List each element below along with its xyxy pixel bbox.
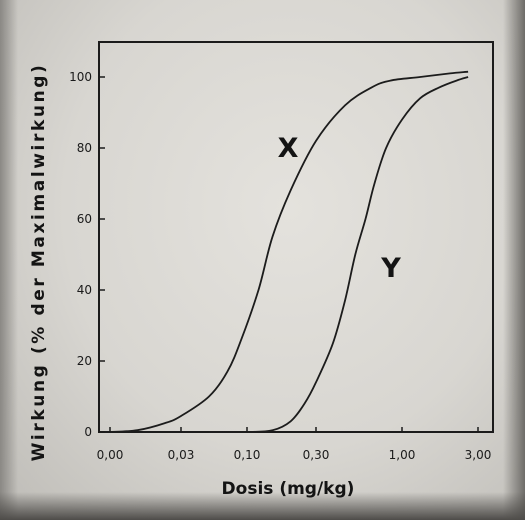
series-x-curve (109, 70, 469, 433)
x-tick-label: 0,30 (303, 448, 330, 462)
x-tick-label: 0,10 (234, 448, 261, 462)
y-tick-label: 20 (77, 354, 92, 368)
y-tick-label: 100 (69, 70, 92, 84)
plot-frame (98, 41, 494, 433)
x-tick-label: 0,03 (168, 448, 195, 462)
page-bottom-edge (0, 492, 525, 520)
series-labels: XY (278, 133, 402, 284)
curves-layer (109, 70, 469, 434)
x-axis-title: Dosis (mg/kg) (222, 479, 355, 499)
y-axis-title: Wirkung (% der Maximalwirkung) (29, 63, 49, 462)
y-axis-ticks: 0 20 40 60 80 100 (69, 70, 105, 439)
y-tick-label: 40 (77, 283, 92, 297)
series-y-label: Y (380, 253, 401, 284)
page-right-shadow (503, 0, 525, 520)
page-left-shadow (0, 0, 18, 520)
y-tick-label: 0 (84, 425, 92, 439)
y-tick-label: 80 (77, 141, 92, 155)
x-axis-ticks: 0,00 0,03 0,10 0,30 1,00 3,00 (97, 427, 492, 462)
series-x-label: X (278, 133, 299, 164)
x-tick-label: 0,00 (97, 448, 124, 462)
y-tick-label: 60 (77, 212, 92, 226)
x-tick-label: 1,00 (389, 448, 416, 462)
series-y-curve (208, 76, 469, 434)
x-tick-label: 3,00 (465, 448, 492, 462)
